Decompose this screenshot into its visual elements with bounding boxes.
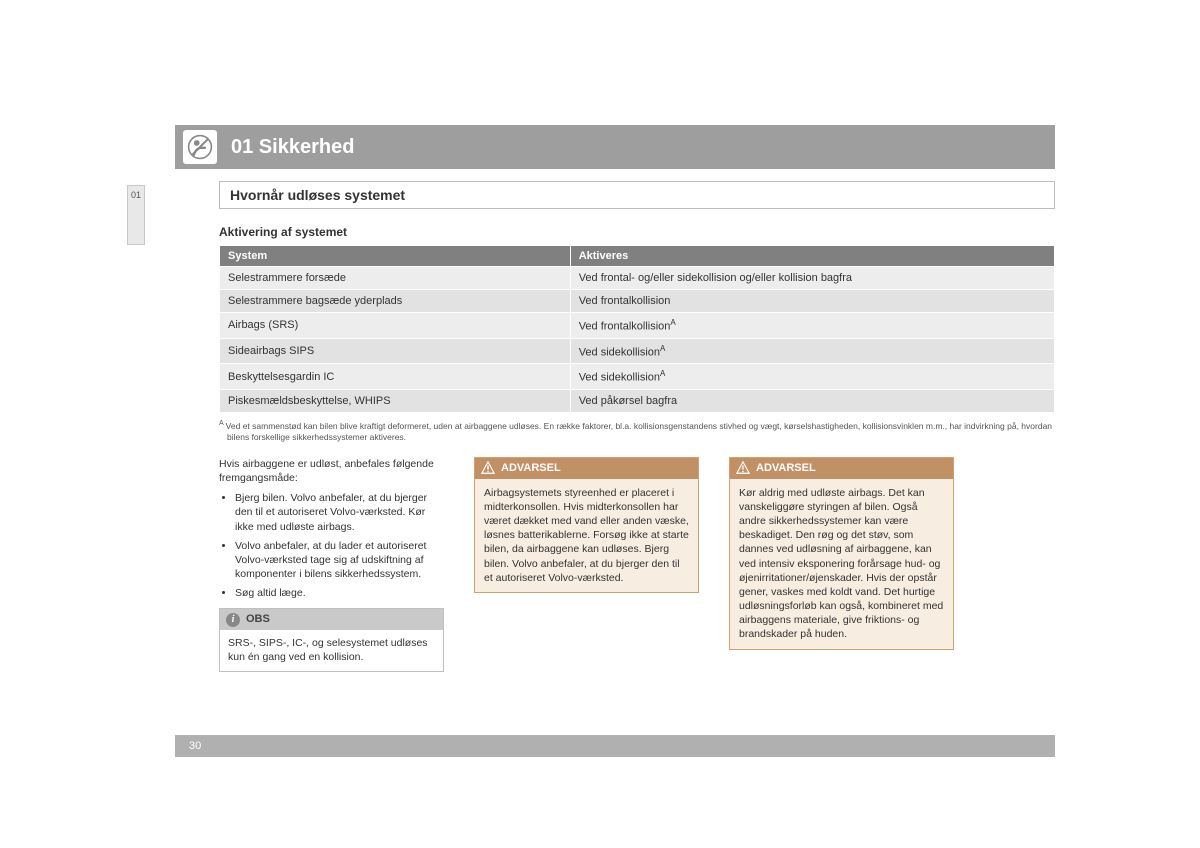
list-item: Bjerg bilen. Volvo anbefaler, at du bjer… [235, 491, 444, 534]
table-header-activates: Aktiveres [570, 246, 1054, 267]
warning-header-2: ADVARSEL [730, 458, 953, 479]
table-cell-activates: Ved sidekollisionA [570, 364, 1054, 390]
page-footer: 30 [175, 735, 1055, 757]
warning-label-1: ADVARSEL [501, 461, 561, 476]
chapter-header: 01 Sikkerhed [175, 125, 1055, 169]
table-cell-activates: Ved frontalkollision [570, 290, 1054, 313]
page-number: 30 [189, 740, 201, 752]
warning-icon [481, 461, 495, 475]
column-1: Hvis airbaggene er udløst, anbefales føl… [219, 457, 444, 672]
warning-label-2: ADVARSEL [756, 461, 816, 476]
chapter-title: 01 Sikkerhed [231, 136, 354, 159]
table-header-system: System [220, 246, 571, 267]
obs-header: i OBS [220, 609, 443, 630]
section-title: Hvornår udløses systemet [219, 181, 1055, 209]
table-cell-activates: Ved frontalkollisionA [570, 313, 1054, 339]
column-2: ADVARSEL Airbagsystemets styreenhed er p… [474, 457, 699, 672]
table-row: Piskesmældsbeskyttelse, WHIPSVed påkørse… [220, 389, 1055, 412]
table-row: Beskyttelsesgardin ICVed sidekollisionA [220, 364, 1055, 390]
table-cell-activates: Ved påkørsel bagfra [570, 389, 1054, 412]
procedure-list: Bjerg bilen. Volvo anbefaler, at du bjer… [219, 491, 444, 600]
table-cell-activates: Ved frontal- og/eller sidekollision og/e… [570, 267, 1054, 290]
table-row: Selestrammere forsædeVed frontal- og/ell… [220, 267, 1055, 290]
table-cell-activates: Ved sidekollisionA [570, 338, 1054, 364]
seatbelt-icon [183, 130, 217, 164]
table-row: Airbags (SRS)Ved frontalkollisionA [220, 313, 1055, 339]
intro-text: Hvis airbaggene er udløst, anbefales føl… [219, 457, 444, 485]
warning-body-1: Airbagsystemets styreenhed er placeret i… [475, 479, 698, 592]
side-tab: 01 [127, 185, 145, 245]
table-cell-system: Airbags (SRS) [220, 313, 571, 339]
table-row: Sideairbags SIPSVed sidekollisionA [220, 338, 1055, 364]
table-cell-system: Piskesmældsbeskyttelse, WHIPS [220, 389, 571, 412]
warning-box-2: ADVARSEL Kør aldrig med udløste airbags.… [729, 457, 954, 650]
warning-box-1: ADVARSEL Airbagsystemets styreenhed er p… [474, 457, 699, 593]
warning-icon [736, 461, 750, 475]
table-cell-system: Selestrammere bagsæde yderplads [220, 290, 571, 313]
column-3: ADVARSEL Kør aldrig med udløste airbags.… [729, 457, 954, 672]
table-cell-system: Selestrammere forsæde [220, 267, 571, 290]
obs-label: OBS [246, 612, 270, 627]
table-row: Selestrammere bagsæde yderpladsVed front… [220, 290, 1055, 313]
table-cell-system: Beskyttelsesgardin IC [220, 364, 571, 390]
activation-table: System Aktiveres Selestrammere forsædeVe… [219, 245, 1055, 413]
table-cell-system: Sideairbags SIPS [220, 338, 571, 364]
list-item: Søg altid læge. [235, 586, 444, 600]
info-icon: i [226, 613, 240, 627]
obs-body: SRS-, SIPS-, IC-, og selesystemet udløse… [220, 630, 443, 670]
subheading: Aktivering af systemet [219, 225, 1055, 239]
list-item: Volvo anbefaler, at du lader et autorise… [235, 539, 444, 582]
obs-box: i OBS SRS-, SIPS-, IC-, og selesystemet … [219, 608, 444, 671]
warning-header-1: ADVARSEL [475, 458, 698, 479]
table-footnote: AVed et sammenstød kan bilen blive kraft… [219, 419, 1055, 443]
warning-body-2: Kør aldrig med udløste airbags. Det kan … [730, 479, 953, 649]
